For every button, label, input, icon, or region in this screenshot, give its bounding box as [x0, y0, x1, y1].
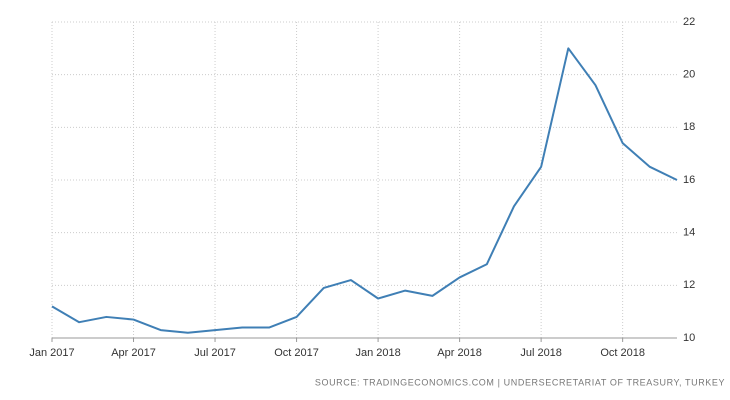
y-tick-label: 16	[683, 174, 695, 186]
x-tick-label: Apr 2017	[111, 347, 156, 359]
y-tick-label: 18	[683, 121, 695, 133]
y-tick-label: 12	[683, 279, 695, 291]
x-tick-label: Jan 2017	[29, 347, 74, 359]
y-tick-label: 20	[683, 69, 695, 81]
line	[51, 47, 678, 334]
y-tick-label: 14	[683, 227, 695, 239]
x-tick-label: Jul 2018	[520, 347, 562, 359]
y-tick-label: 22	[683, 16, 695, 28]
x-tick-label: Jan 2018	[355, 347, 400, 359]
source: SOURCE: TRADINGECONOMICS.COM | UNDERSECR…	[315, 377, 725, 387]
x-tick-label: Oct 2017	[274, 347, 319, 359]
y-tick-label: 10	[683, 332, 695, 344]
x-tick-label: Apr 2018	[437, 347, 482, 359]
x-tick-label: Oct 2018	[600, 347, 645, 359]
x-tick-label: Jul 2017	[194, 347, 236, 359]
